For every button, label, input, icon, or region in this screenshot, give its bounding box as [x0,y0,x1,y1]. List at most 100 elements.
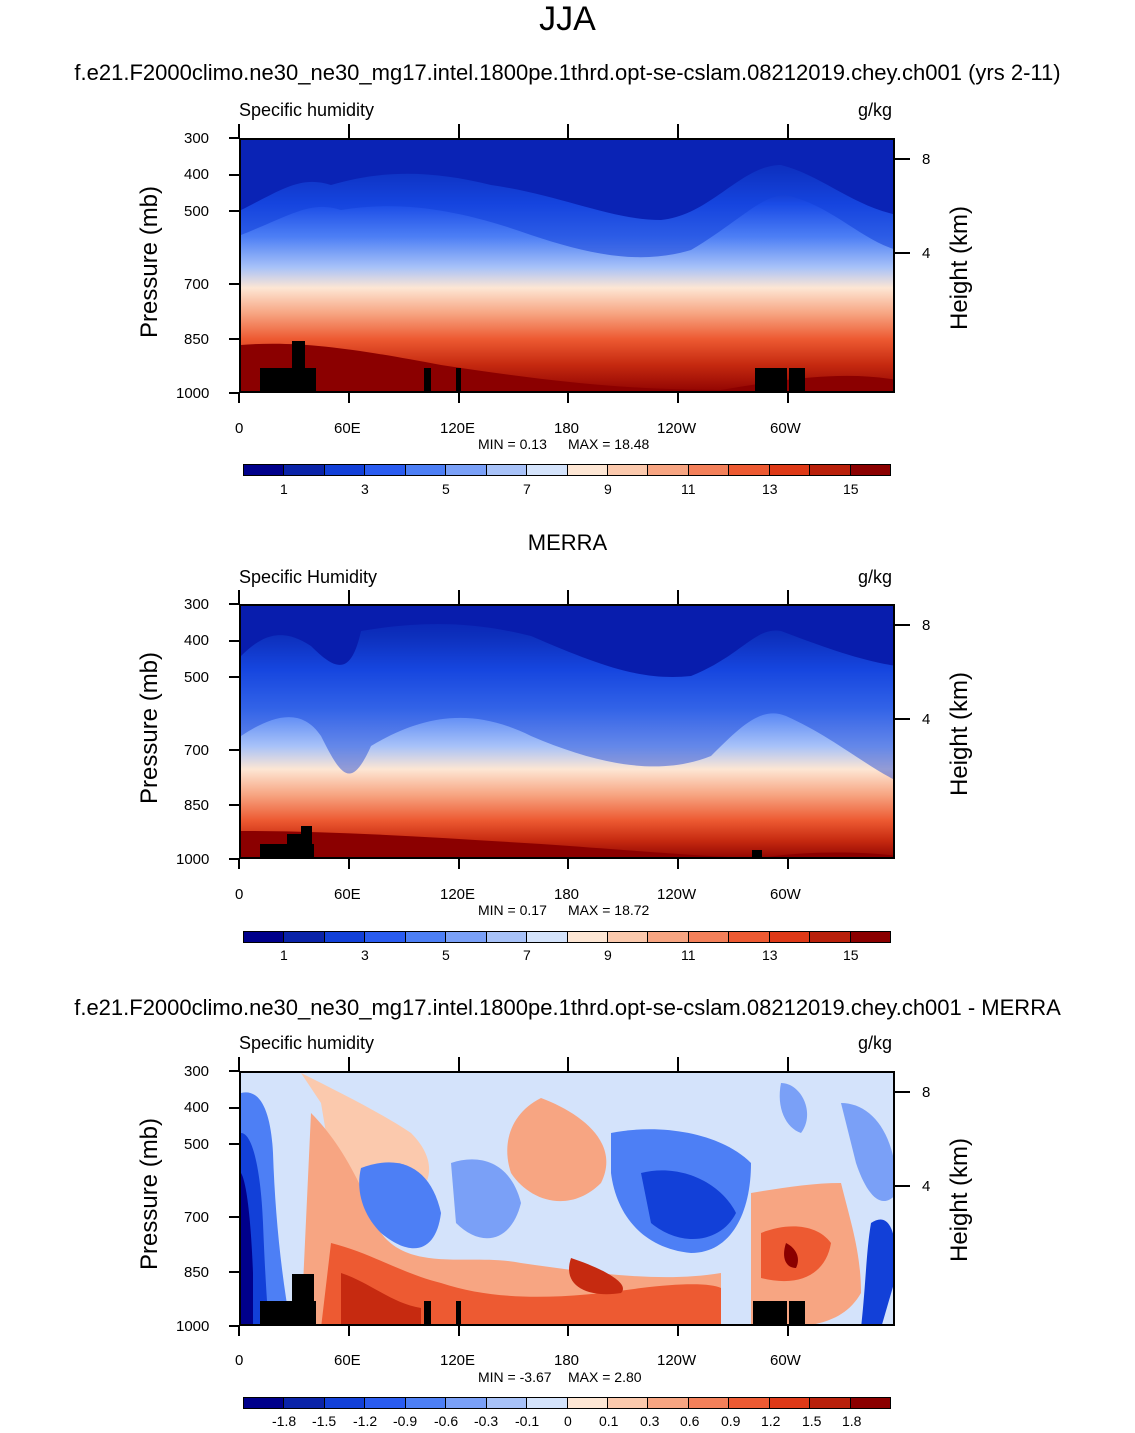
colorbar-swatch [607,465,649,475]
y-tick-label: 700 [184,742,210,759]
contour-plot [239,138,895,393]
panel-units-label: g/kg [858,567,893,587]
colorbar [243,931,891,943]
y2-tick-label: 8 [922,151,931,168]
colorbar-swatch [648,932,689,942]
colorbar-swatch [244,932,285,942]
colorbar-swatch [244,465,285,475]
y-tick-label: 850 [184,1264,210,1281]
x-tick-label: 60E [334,420,361,437]
colorbar-swatch [607,1398,649,1408]
colorbar-swatch [446,465,487,475]
x-tick-label: 60W [770,420,801,437]
colorbar-label: 11 [681,947,696,963]
y-tick-label: 700 [184,276,210,293]
colorbar-swatch [850,1398,890,1408]
y2-tick-label: 8 [922,617,931,634]
y-tick-label: 300 [184,596,210,613]
colorbar-swatch [810,932,851,942]
colorbar-label: 1.2 [761,1413,781,1429]
colorbar-label: -0.6 [434,1413,459,1429]
colorbar-label: 1.5 [802,1413,822,1429]
colorbar-label: 3 [361,947,369,963]
colorbar-swatch [405,465,447,475]
panel-units-label: g/kg [858,1033,893,1053]
y-tick-label: 300 [184,130,210,147]
panel-variable-label: Specific Humidity [239,567,378,587]
colorbar-label: 1 [280,481,288,497]
colorbar-swatch [527,932,568,942]
panel-units-label: g/kg [858,100,893,120]
colorbar-label: 5 [442,481,450,497]
merra-title: MERRA [527,530,608,555]
colorbar-label: -0.1 [515,1413,540,1429]
colorbar-swatch [527,465,568,475]
y-tick-label: 400 [184,1099,210,1116]
colorbar-label: 9 [604,481,612,497]
colorbar-label: 7 [523,481,531,497]
colorbar-label: 13 [762,947,778,963]
y-tick-label: 400 [184,632,210,649]
colorbar-label: 7 [523,947,531,963]
colorbar-swatch [405,1398,447,1408]
panel-variable-label: Specific humidity [239,1033,375,1053]
y-tick-label: 1000 [176,851,210,868]
y-tick-label: 300 [184,1063,210,1080]
y-tick-label: 700 [184,1209,210,1226]
colorbar-label: 9 [604,947,612,963]
colorbar-label: 15 [843,481,859,497]
run-title: f.e21.F2000climo.ne30_ne30_mg17.intel.18… [74,60,1061,85]
x-tick-label: 60E [334,886,361,903]
y-tick-label: 850 [184,797,210,814]
colorbar-swatch [688,932,730,942]
colorbar-swatch [648,1398,689,1408]
x-tick-label: 120E [440,420,476,437]
colorbar-swatch [486,932,528,942]
colorbar-swatch [729,465,770,475]
colorbar-swatch [446,932,487,942]
panel-variable-label: Specific humidity [239,100,375,120]
colorbar-swatch [810,1398,851,1408]
colorbar-swatch [284,465,325,475]
colorbar-swatch [567,932,608,942]
y-axis-title: Pressure (mb) [136,651,163,804]
colorbar-label: -1.5 [312,1413,337,1429]
min-label: MIN = -3.67 [478,1369,552,1385]
x-tick-label: 60W [770,1352,801,1369]
colorbar-swatch [284,932,325,942]
colorbar-swatch [769,1398,811,1408]
colorbar-swatch [850,465,890,475]
max-label: MAX = 2.80 [568,1369,642,1385]
colorbar-swatch [648,465,689,475]
colorbar-label: -1.8 [272,1413,297,1429]
main-title: JJA [539,0,596,38]
colorbar-label: 13 [762,481,778,497]
y-axis-title: Pressure (mb) [136,1117,163,1270]
colorbar-label: 15 [843,947,859,963]
max-label: MAX = 18.72 [568,902,650,918]
colorbar-swatch [365,465,406,475]
y-tick-label: 500 [184,669,210,686]
colorbar-swatch [688,1398,730,1408]
contour-plot [239,604,895,859]
colorbar-swatch [284,1398,325,1408]
colorbar-swatch [324,1398,366,1408]
min-label: MIN = 0.13 [478,436,547,452]
y-tick-label: 1000 [176,1318,210,1335]
y2-tick-label: 8 [922,1084,931,1101]
y-axis-title: Pressure (mb) [136,185,163,338]
y2-axis-title: Height (km) [946,671,973,797]
colorbar-swatch [486,465,528,475]
y-tick-label: 400 [184,166,210,183]
x-tick-label: 0 [235,420,244,437]
colorbar-label: -0.3 [474,1413,499,1429]
x-tick-label: 120W [657,886,697,903]
colorbar-swatch [567,1398,608,1408]
colorbar-label: 0 [564,1413,572,1429]
x-tick-label: 120E [440,1352,476,1369]
y-tick-label: 500 [184,1136,210,1153]
diff-title: f.e21.F2000climo.ne30_ne30_mg17.intel.18… [74,995,1061,1020]
x-tick-label: 0 [235,886,244,903]
colorbar-swatch [769,465,811,475]
colorbar-swatch [365,932,406,942]
